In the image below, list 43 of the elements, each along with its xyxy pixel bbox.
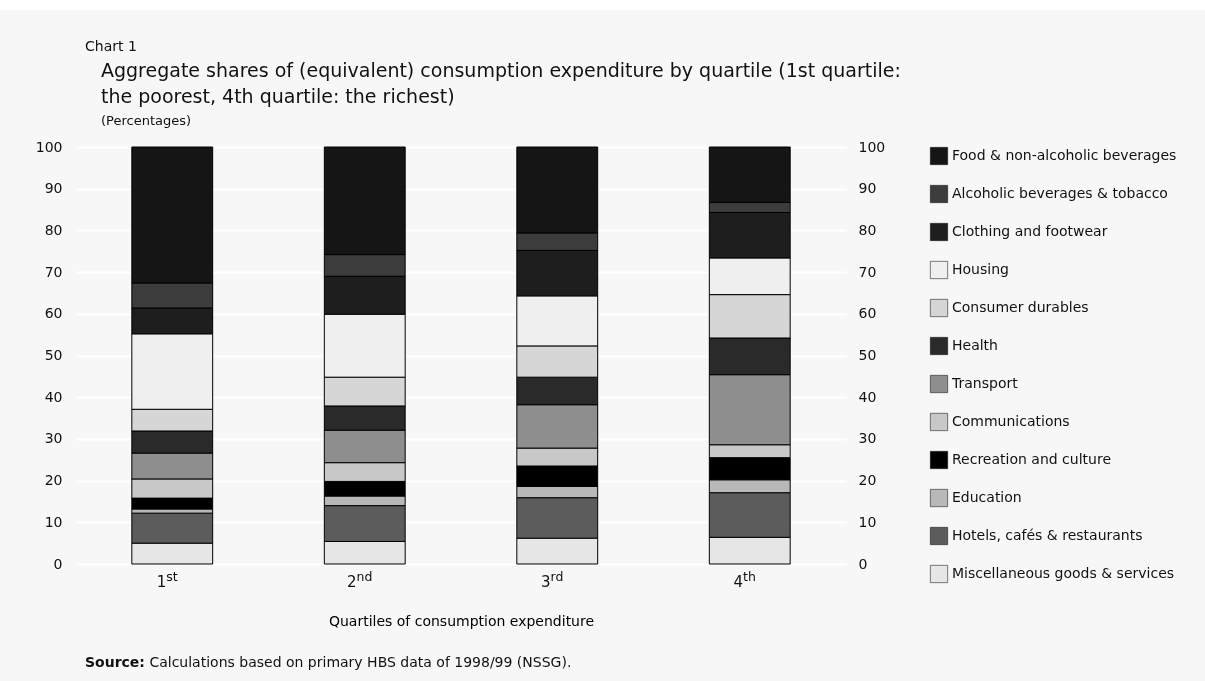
y-tick-label: 70 <box>44 263 63 280</box>
y-tick-label: 90 <box>44 180 63 197</box>
legend-label: Alcoholic beverages & tobacco <box>952 185 1168 201</box>
legend-label: Education <box>952 489 1022 505</box>
y-tick-label: 100 <box>35 138 63 155</box>
x-tick-label: 3$^{rd}$ <box>540 568 565 591</box>
y2-tick-label: 100 <box>858 138 886 155</box>
y-tick-label: 0 <box>53 555 63 572</box>
legend-label: Housing <box>952 261 1009 277</box>
y-tick-label: 60 <box>44 305 63 322</box>
y2-tick-label: 70 <box>858 263 877 280</box>
y2-tick-label: 30 <box>858 430 877 447</box>
x-tick-label: 2$^{nd}$ <box>346 568 374 591</box>
y-tick-label: 50 <box>44 347 63 363</box>
x-tick-label: 4$^{th}$ <box>732 568 757 591</box>
y-tick-label: 10 <box>44 513 63 530</box>
y2-tick-label: 90 <box>858 180 877 197</box>
y2-tick-label: 60 <box>858 305 877 322</box>
y-tick-label: 20 <box>44 472 63 489</box>
chart-subtitle: (Percentages) <box>101 113 192 128</box>
x-axis-title: Quartiles of consumption expenditure <box>328 612 595 629</box>
caption: Chart 1 <box>85 38 137 54</box>
y2-tick-label: 10 <box>858 513 877 530</box>
y2-tick-label: 20 <box>858 472 877 489</box>
legend-label: Communications <box>952 413 1070 429</box>
legend-label: Miscellaneous goods & services <box>952 565 1175 581</box>
y2-tick-label: 50 <box>858 347 877 363</box>
y-tick-label: 40 <box>44 388 63 405</box>
legend-label: Clothing and footwear <box>952 223 1108 239</box>
y2-tick-label: 80 <box>858 221 877 238</box>
legend-label: Food & non-alcoholic beverages <box>952 147 1177 163</box>
y2-tick-label: 40 <box>858 388 877 405</box>
legend-label: Transport <box>951 375 1019 391</box>
legend-label: Health <box>952 337 998 353</box>
legend-label: Hotels, cafés & restaurants <box>952 527 1143 543</box>
source-note: Source: Calculations based on primary HBS data of 1998/99 (NSSG). <box>85 654 572 670</box>
y-tick-label: 30 <box>44 430 63 447</box>
y2-tick-label: 0 <box>858 555 868 572</box>
chart-title: Aggregate shares of (equivalent) consumption expenditure by quartile (1st quartile: the poorest, 4th quartile: the richest) <box>101 59 901 107</box>
x-tick-label: 1$^{st}$ <box>155 568 179 591</box>
legend-label: Recreation and culture <box>952 451 1111 467</box>
legend-label: Consumer durables <box>952 299 1089 315</box>
y-tick-label: 80 <box>44 221 63 238</box>
